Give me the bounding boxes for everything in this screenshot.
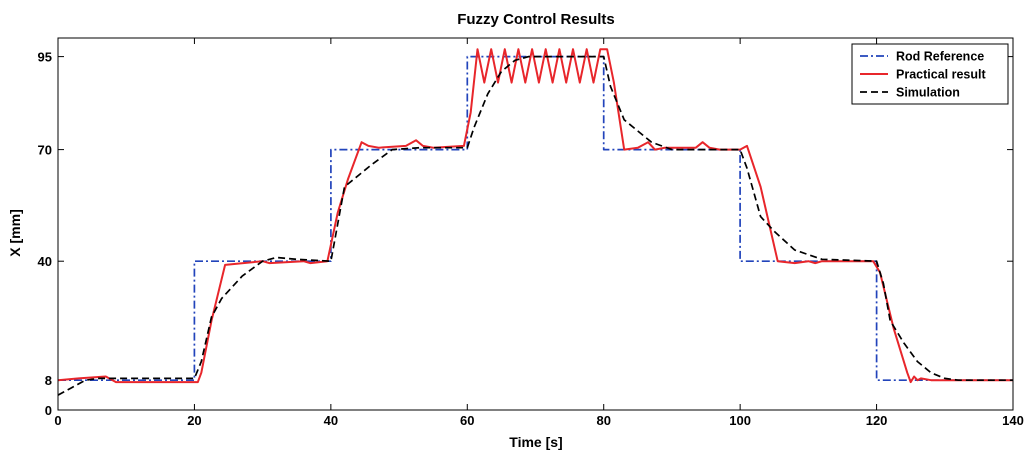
y-tick-label: 95: [38, 50, 52, 65]
x-tick-label: 60: [460, 413, 474, 428]
x-tick-label: 140: [1002, 413, 1024, 428]
axis-ticks: 0 20 40 60 80 100 120 140 0 8 40 70 95: [38, 38, 1024, 428]
legend-label: Simulation: [896, 86, 960, 100]
y-tick-label: 8: [45, 373, 52, 388]
legend: Rod Reference Practical result Simulation: [851, 43, 1009, 105]
x-tick-label: 40: [324, 413, 338, 428]
y-tick-label: 40: [38, 254, 52, 269]
y-axis-label: X [mm]: [7, 209, 23, 256]
x-tick-label: 80: [596, 413, 610, 428]
y-tick-label: 70: [38, 143, 52, 158]
x-tick-label: 0: [54, 413, 61, 428]
legend-label: Practical result: [896, 68, 986, 82]
series-line-simulation: [58, 55, 1013, 396]
x-tick-label: 100: [729, 413, 751, 428]
y-tick-label: 0: [45, 403, 52, 418]
x-tick-label: 20: [187, 413, 201, 428]
series-layer: [58, 48, 1013, 396]
x-tick-label: 120: [866, 413, 888, 428]
legend-label: Rod Reference: [896, 50, 984, 64]
plot-frame: [57, 37, 1014, 411]
chart-title: Fuzzy Control Results: [457, 11, 615, 28]
x-axis-label: Time [s]: [509, 434, 562, 450]
